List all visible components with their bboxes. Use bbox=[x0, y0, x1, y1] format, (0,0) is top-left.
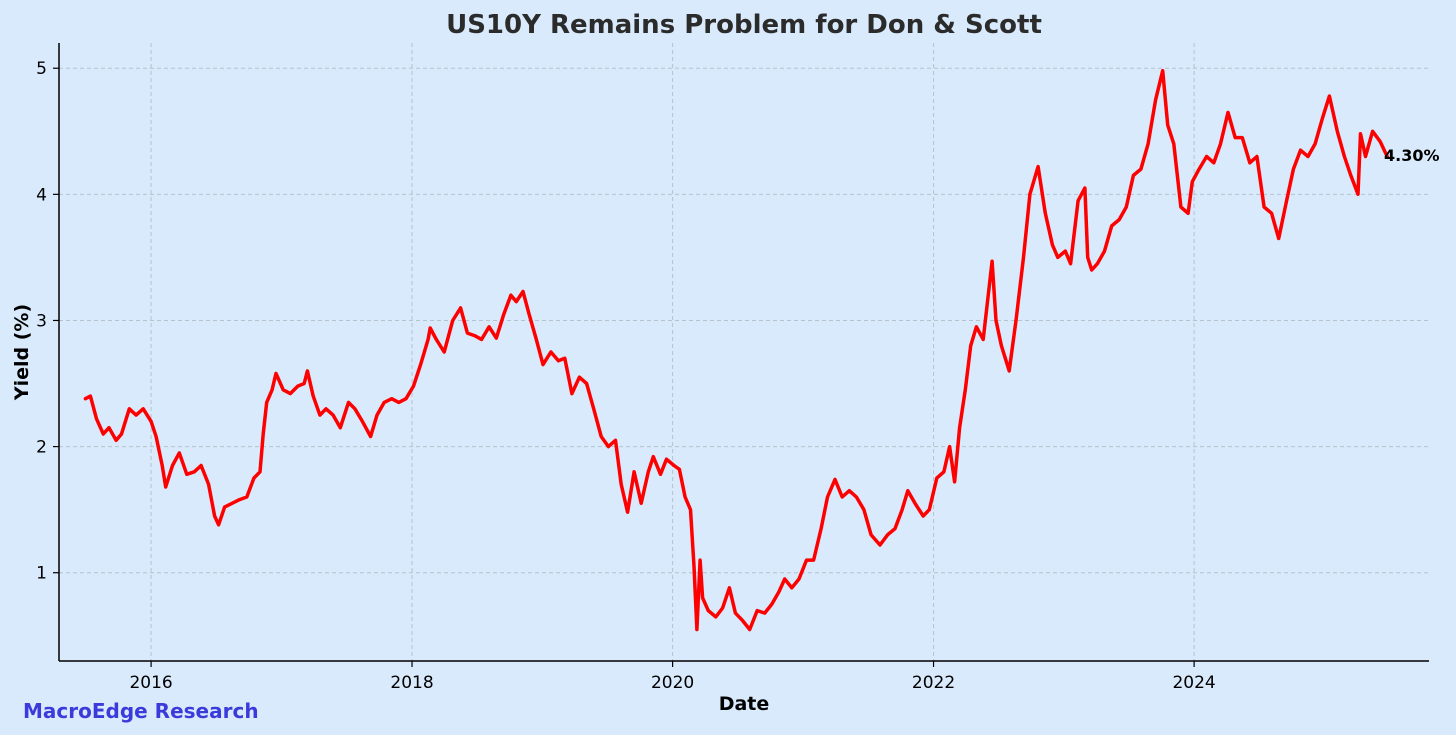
y-tick-label: 4 bbox=[36, 185, 47, 205]
y-axis-label: Yield (%) bbox=[11, 304, 33, 401]
tick-labels: 2016 2018 2020 2022 2024 1 2 3 4 5 bbox=[36, 59, 1216, 693]
x-tick-label: 2016 bbox=[129, 673, 172, 693]
watermark: MacroEdge Research bbox=[23, 699, 259, 723]
chart-title: US10Y Remains Problem for Don & Scott bbox=[446, 10, 1042, 40]
y-tick-label: 2 bbox=[36, 438, 47, 458]
last-value-label: 4.30% bbox=[1384, 146, 1440, 165]
y-tick-label: 1 bbox=[36, 564, 47, 584]
axes bbox=[53, 43, 1429, 667]
grid-lines bbox=[59, 43, 1429, 661]
x-tick-label: 2020 bbox=[651, 673, 694, 693]
y-tick-label: 5 bbox=[36, 59, 47, 79]
x-tick-label: 2024 bbox=[1172, 673, 1215, 693]
x-tick-label: 2018 bbox=[390, 673, 433, 693]
x-axis-label: Date bbox=[719, 693, 770, 715]
y-tick-label: 3 bbox=[36, 311, 47, 331]
series-line-us10y bbox=[83, 68, 1389, 632]
x-tick-label: 2022 bbox=[912, 673, 955, 693]
